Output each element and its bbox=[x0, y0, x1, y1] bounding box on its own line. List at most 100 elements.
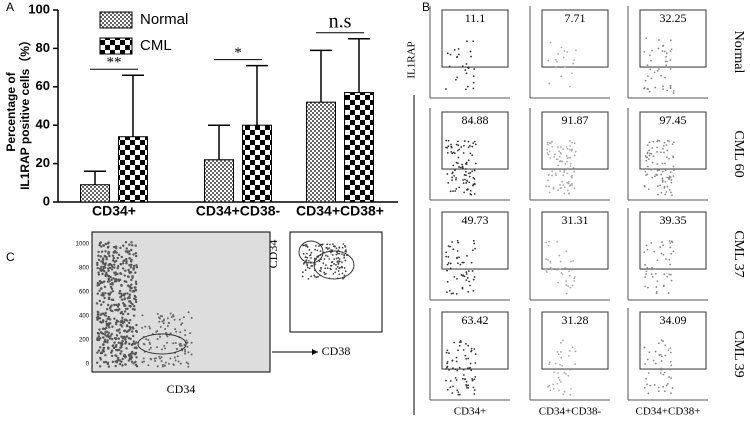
dot bbox=[651, 168, 654, 170]
dot bbox=[473, 169, 476, 172]
dot bbox=[472, 239, 475, 242]
dot bbox=[141, 314, 144, 317]
dot bbox=[663, 390, 666, 393]
dot bbox=[565, 372, 567, 375]
dot bbox=[470, 347, 473, 350]
c-arrowhead bbox=[312, 349, 318, 355]
dot bbox=[457, 53, 460, 56]
dot bbox=[572, 62, 575, 65]
dot bbox=[549, 261, 552, 264]
dot bbox=[643, 386, 646, 389]
dot bbox=[548, 191, 551, 194]
gate-value: 32.25 bbox=[660, 11, 687, 25]
dot bbox=[134, 363, 138, 367]
dot bbox=[99, 303, 103, 306]
dot bbox=[317, 275, 319, 278]
dot bbox=[472, 184, 474, 187]
dot bbox=[660, 369, 663, 371]
dot bbox=[148, 327, 151, 330]
dot bbox=[447, 181, 450, 184]
gate bbox=[298, 240, 324, 264]
dot bbox=[306, 264, 309, 267]
dot bbox=[307, 277, 310, 280]
dot bbox=[128, 295, 131, 298]
dot bbox=[97, 271, 100, 274]
dot bbox=[656, 280, 659, 283]
dot bbox=[465, 357, 468, 360]
significance-label: n.s bbox=[329, 10, 352, 32]
column-label: CD34+CD38- bbox=[539, 406, 602, 418]
legend-swatch bbox=[99, 37, 133, 55]
dot bbox=[557, 281, 559, 284]
dot bbox=[659, 184, 662, 187]
dot bbox=[644, 79, 647, 82]
dot bbox=[465, 342, 467, 345]
dot bbox=[131, 350, 134, 354]
dot bbox=[456, 389, 459, 392]
dot bbox=[549, 266, 552, 269]
panel-label: A bbox=[6, 0, 14, 14]
dot bbox=[653, 175, 656, 178]
dot bbox=[547, 244, 550, 247]
dot bbox=[657, 47, 660, 50]
dot bbox=[563, 192, 566, 195]
dot bbox=[177, 360, 180, 363]
dot bbox=[109, 334, 112, 338]
dot bbox=[643, 86, 646, 89]
dot bbox=[130, 283, 133, 286]
dot bbox=[468, 280, 471, 283]
dot bbox=[448, 368, 450, 371]
dot bbox=[148, 325, 151, 328]
dot bbox=[455, 176, 458, 179]
dot bbox=[111, 325, 114, 328]
dot bbox=[557, 376, 560, 379]
dot bbox=[547, 143, 549, 146]
dot bbox=[119, 346, 122, 349]
dot bbox=[102, 336, 105, 339]
dot bbox=[461, 167, 464, 170]
dot bbox=[158, 317, 161, 320]
dot bbox=[669, 368, 671, 371]
dot bbox=[97, 254, 100, 257]
dot bbox=[161, 320, 164, 323]
dot bbox=[316, 249, 319, 252]
dot bbox=[470, 349, 473, 352]
dot bbox=[120, 325, 124, 328]
dot bbox=[646, 383, 648, 386]
dot bbox=[644, 155, 647, 157]
dot bbox=[96, 281, 100, 285]
dot bbox=[549, 142, 552, 145]
dot bbox=[547, 179, 549, 182]
dot bbox=[446, 52, 449, 55]
dot bbox=[662, 147, 664, 150]
dot bbox=[661, 179, 664, 181]
dot bbox=[646, 64, 649, 67]
dot bbox=[650, 152, 653, 155]
y-axis-label: Percentage of bbox=[4, 71, 18, 151]
dot bbox=[107, 347, 110, 350]
dot bbox=[555, 268, 558, 271]
dot bbox=[341, 246, 344, 249]
dot bbox=[466, 85, 469, 88]
dot bbox=[134, 252, 138, 255]
dot bbox=[467, 290, 470, 293]
dot bbox=[569, 368, 571, 371]
dot bbox=[169, 312, 172, 315]
dot bbox=[574, 350, 577, 353]
dot bbox=[187, 362, 190, 365]
dot bbox=[330, 251, 332, 254]
dot bbox=[449, 262, 452, 265]
dot bbox=[462, 374, 465, 376]
dot bbox=[545, 258, 547, 261]
dot bbox=[119, 352, 122, 355]
significance-label: * bbox=[234, 45, 242, 61]
dot bbox=[471, 145, 474, 148]
gate bbox=[137, 333, 187, 355]
gate bbox=[639, 311, 707, 370]
dot bbox=[547, 153, 550, 156]
dot bbox=[104, 314, 108, 317]
dot bbox=[124, 269, 127, 272]
dot bbox=[123, 318, 127, 321]
dot bbox=[336, 252, 339, 255]
dot bbox=[127, 321, 131, 325]
